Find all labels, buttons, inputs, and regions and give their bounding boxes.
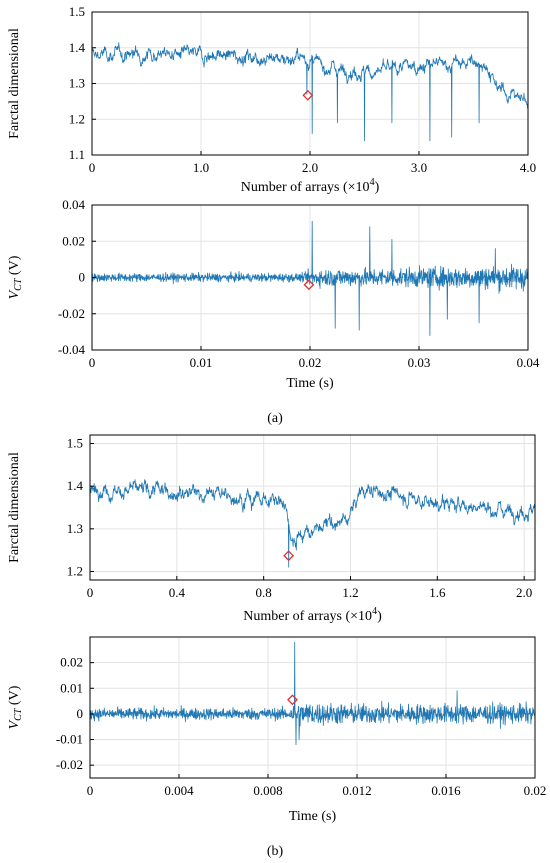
x-axis-label: Time (s) (286, 376, 334, 391)
x-tick-label: 0.02 (524, 783, 547, 798)
x-tick-label: 2.0 (302, 160, 318, 175)
x-tick-label: 0 (87, 783, 94, 798)
x-tick-label: 3.0 (411, 160, 427, 175)
y-axis-label: Farctal dimensional (7, 452, 22, 563)
x-tick-label: 0 (89, 160, 96, 175)
x-tick-label: 1.0 (193, 160, 209, 175)
y-tick-label: 1.2 (69, 111, 85, 126)
x-axis-label: Number of arrays (×104) (241, 177, 380, 195)
series-line-b_bottom (89, 641, 536, 746)
x-axis-label: Time (s) (289, 809, 337, 824)
x-tick-label: 1.6 (429, 585, 446, 600)
x-tick-label: 0.04 (517, 355, 540, 370)
y-tick-label: 0.01 (60, 680, 83, 695)
x-tick-label: 1.2 (342, 585, 358, 600)
change-point-marker (287, 694, 298, 706)
series-line-a_top (91, 42, 529, 142)
caption-a: (a) (267, 411, 283, 426)
chart-a_top: 0 1.0 2.0 3.0 4.0 1.1 1.2 1.3 1.4 1.5 Number of ar… (7, 4, 536, 195)
change-point-marker (283, 550, 295, 562)
x-tick-label: 2.0 (516, 585, 532, 600)
x-tick-label: 0.004 (164, 783, 194, 798)
y-tick-label: 0.02 (62, 233, 85, 248)
y-tick-label: 0 (79, 270, 86, 285)
y-tick-label: 1.4 (67, 478, 84, 493)
y-tick-label: 1.3 (69, 76, 85, 91)
y-tick-label: -0.01 (56, 732, 83, 747)
chart-a_bottom: 0 0.01 0.02 0.03 0.04 -0.04 -0.02 0 0.02 0.04 Time… (7, 197, 540, 391)
x-tick-label: 0.4 (169, 585, 186, 600)
change-point-marker (302, 89, 314, 101)
x-tick-label: 0 (89, 355, 96, 370)
y-tick-label: 0.04 (62, 197, 85, 212)
y-axis-label: VCT (V) (7, 255, 24, 299)
x-tick-label: 0.008 (253, 783, 282, 798)
y-tick-label: 0 (77, 706, 84, 721)
y-tick-label: -0.02 (56, 757, 83, 772)
x-tick-label: 0.016 (431, 783, 461, 798)
y-axis-label: Farctal dimensional (7, 28, 22, 139)
y-tick-label: -0.02 (58, 306, 85, 321)
y-axis-label: VCT (V) (7, 685, 24, 729)
y-tick-label: 1.5 (69, 4, 85, 19)
x-tick-label: 0.01 (190, 355, 213, 370)
x-tick-label: 0 (87, 585, 94, 600)
x-tick-label: 0.8 (256, 585, 272, 600)
y-tick-label: -0.04 (58, 342, 86, 357)
y-tick-label: 0.02 (60, 655, 83, 670)
y-tick-label: 1.1 (69, 147, 85, 162)
series-line-b_top (89, 479, 536, 568)
x-tick-label: 0.02 (299, 355, 322, 370)
y-tick-label: 1.3 (67, 521, 83, 536)
change-point-marker (303, 279, 315, 291)
plot-frame (89, 434, 536, 581)
x-tick-label: 0.03 (408, 355, 431, 370)
y-tick-label: 1.5 (67, 436, 83, 451)
chart-b_top: 0 0.4 0.8 1.2 1.6 2.0 1.2 1.3 1.4 1.5 Number of ar… (7, 434, 536, 624)
y-tick-label: 1.4 (69, 40, 86, 55)
series-line-a_bottom (91, 220, 529, 336)
chart-b_bottom: 0 0.004 0.008 0.012 0.016 0.02 -0.02 -0.01 0 0.01… (7, 636, 547, 824)
plot-frame (89, 636, 536, 779)
caption-b: (b) (267, 844, 284, 859)
x-tick-label: 0.012 (342, 783, 371, 798)
y-tick-label: 1.2 (67, 563, 83, 578)
x-axis-label: Number of arrays (×104) (243, 606, 382, 624)
x-tick-label: 4.0 (520, 160, 536, 175)
